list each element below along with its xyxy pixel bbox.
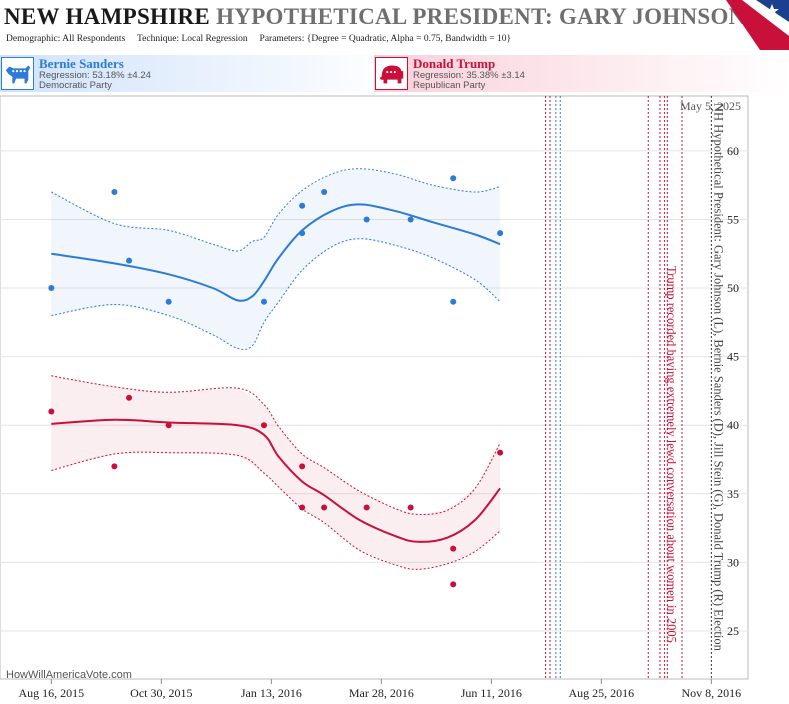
poll-point (497, 230, 504, 237)
poll-point (299, 463, 306, 470)
title-state: NEW HAMPSHIRE (4, 4, 211, 29)
poll-chart: 25 30 35 40 45 50 55 60 Aug 16, 2015 Oct 30, 201… (0, 95, 749, 700)
y-tick-label: 55 (727, 212, 739, 226)
poll-point (363, 504, 370, 511)
y-tick-label: 50 (727, 281, 739, 295)
poll-point (111, 463, 118, 470)
elephant-icon (375, 57, 408, 90)
parameters-label: Parameters: (259, 34, 305, 44)
confidence-bands (51, 168, 501, 570)
event-annotation: NH Hypothetical President: Gary Johnson … (711, 103, 725, 652)
poll-point (165, 422, 172, 429)
poll-point (111, 189, 118, 196)
upper-bound-line (51, 375, 501, 515)
demographic-value: All Respondents (62, 34, 126, 44)
poll-point (450, 175, 457, 182)
poll-point (165, 298, 172, 305)
x-tick-label: Mar 28, 2016 (349, 686, 414, 700)
candidate-party: Republican Party (413, 80, 486, 91)
y-tick-label: 35 (727, 487, 739, 501)
x-tick-label: Aug 25, 2016 (568, 686, 634, 700)
title-rest: HYPOTHETICAL PRESIDENT: GARY JOHNSON (216, 4, 746, 29)
technique-label: Technique: (137, 34, 180, 44)
y-tick-label: 45 (727, 350, 739, 364)
candidate-regression: Regression: 53.18% ±4.24 (39, 70, 151, 81)
poll-point (48, 285, 55, 292)
flag-icon (726, 0, 789, 50)
event-lines (545, 96, 712, 679)
lower-bound-line (51, 451, 501, 570)
technique-value: Local Regression (181, 34, 248, 44)
poll-point (48, 408, 55, 415)
parameters-line: Demographic: All Respondents Technique: … (6, 34, 511, 44)
x-tick-label: Nov 8, 2016 (681, 686, 741, 700)
poll-point (321, 189, 328, 196)
y-tick-label: 30 (727, 555, 739, 569)
y-axis: 25 30 35 40 45 50 55 60 (727, 144, 739, 638)
event-annotation: Trump recorded having extremely lewd con… (664, 266, 678, 643)
poll-point (407, 216, 414, 223)
regression-line (51, 418, 501, 543)
annotations: Trump recorded having extremely lewd con… (664, 103, 725, 652)
y-tick-label: 25 (727, 624, 739, 638)
poll-point (299, 504, 306, 511)
poll-point (126, 394, 133, 401)
candidate-panel-sanders: Bernie Sanders Regression: 53.18% ±4.24 … (0, 55, 394, 92)
candidate-panel-trump: Donald Trump Regression: 35.38% ±3.14 Re… (374, 55, 789, 92)
donkey-icon (1, 57, 34, 90)
x-tick-label: Aug 16, 2015 (18, 686, 84, 700)
watermark: HowWillAmericaVote.com (6, 669, 132, 681)
poll-point (126, 257, 133, 264)
poll-point (407, 504, 414, 511)
regression-curves (51, 203, 501, 543)
poll-point (261, 422, 267, 429)
poll-point (497, 449, 504, 456)
regression-line (51, 203, 501, 302)
y-tick-label: 40 (727, 418, 739, 432)
demographic-label: Demographic: (6, 34, 61, 44)
candidate-party: Democratic Party (39, 80, 112, 91)
poll-point (363, 216, 370, 223)
x-axis: Aug 16, 2015 Oct 30, 2015 Jan 13, 2016 Mar … (18, 679, 741, 700)
x-tick-label: Oct 30, 2015 (130, 686, 192, 700)
poll-point (261, 298, 267, 305)
date-stamp: May 5, 2025 (680, 99, 741, 113)
plot-frame (0, 95, 749, 680)
confidence-band (51, 375, 501, 570)
x-tick-label: Jun 11, 2016 (461, 686, 522, 700)
poll-point (450, 545, 457, 552)
confidence-band (51, 168, 501, 349)
poll-point (450, 298, 457, 305)
poll-point (321, 504, 328, 511)
parameters-value: {Degree = Quadratic, Alpha = 0.75, Bandw… (306, 34, 512, 44)
candidate-regression: Regression: 35.38% ±3.14 (413, 70, 525, 81)
candidate-name: Bernie Sanders (39, 56, 124, 71)
poll-point (299, 202, 306, 209)
y-tick-label: 60 (727, 144, 739, 158)
poll-point (299, 230, 306, 237)
poll-point (450, 581, 457, 588)
candidate-name: Donald Trump (413, 56, 496, 71)
page-title: NEW HAMPSHIRE HYPOTHETICAL PRESIDENT: GA… (4, 4, 746, 30)
x-tick-label: Jan 13, 2016 (241, 686, 302, 700)
lower-bound-line (51, 238, 501, 350)
poll-points (48, 175, 504, 588)
grid-lines (0, 150, 748, 632)
